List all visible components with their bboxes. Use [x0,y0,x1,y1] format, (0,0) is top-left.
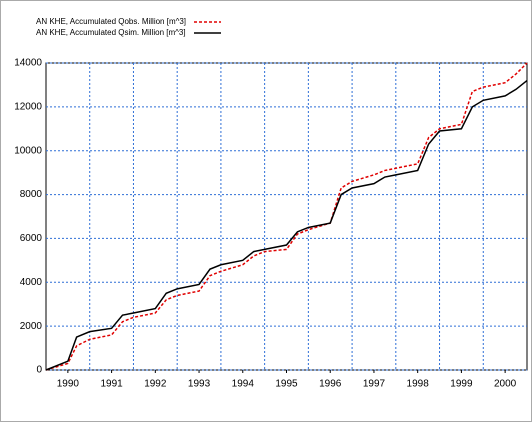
y-tick-label: 14000 [14,58,42,69]
x-tick-label: 1993 [188,379,211,390]
x-tick-label: 1990 [57,379,80,390]
x-tick-label: 2000 [494,379,517,390]
x-tick-label: 1999 [450,379,473,390]
y-tick-label: 12000 [14,101,42,112]
legend-label: AN KHE, Accumulated Qsim. Million [m^3] [36,28,186,37]
y-tick-label: 2000 [20,321,43,332]
series-line [45,62,528,371]
x-tick-label: 1996 [319,379,342,390]
y-tick-label: 0 [36,365,42,376]
y-tick-label: 8000 [20,189,43,200]
x-tick-label: 1997 [363,379,386,390]
y-tick-label: 6000 [20,233,43,244]
x-tick-label: 1992 [144,379,167,390]
y-tick-label: 4000 [20,277,43,288]
x-tick-label: 1995 [275,379,298,390]
y-tick-label: 10000 [14,145,42,156]
legend-label: AN KHE, Accumulated Qobs. Million [m^3] [36,17,186,26]
x-tick-label: 1991 [100,379,123,390]
x-tick-label: 1998 [407,379,430,390]
x-tick-label: 1994 [232,379,255,390]
series-line [45,79,528,371]
